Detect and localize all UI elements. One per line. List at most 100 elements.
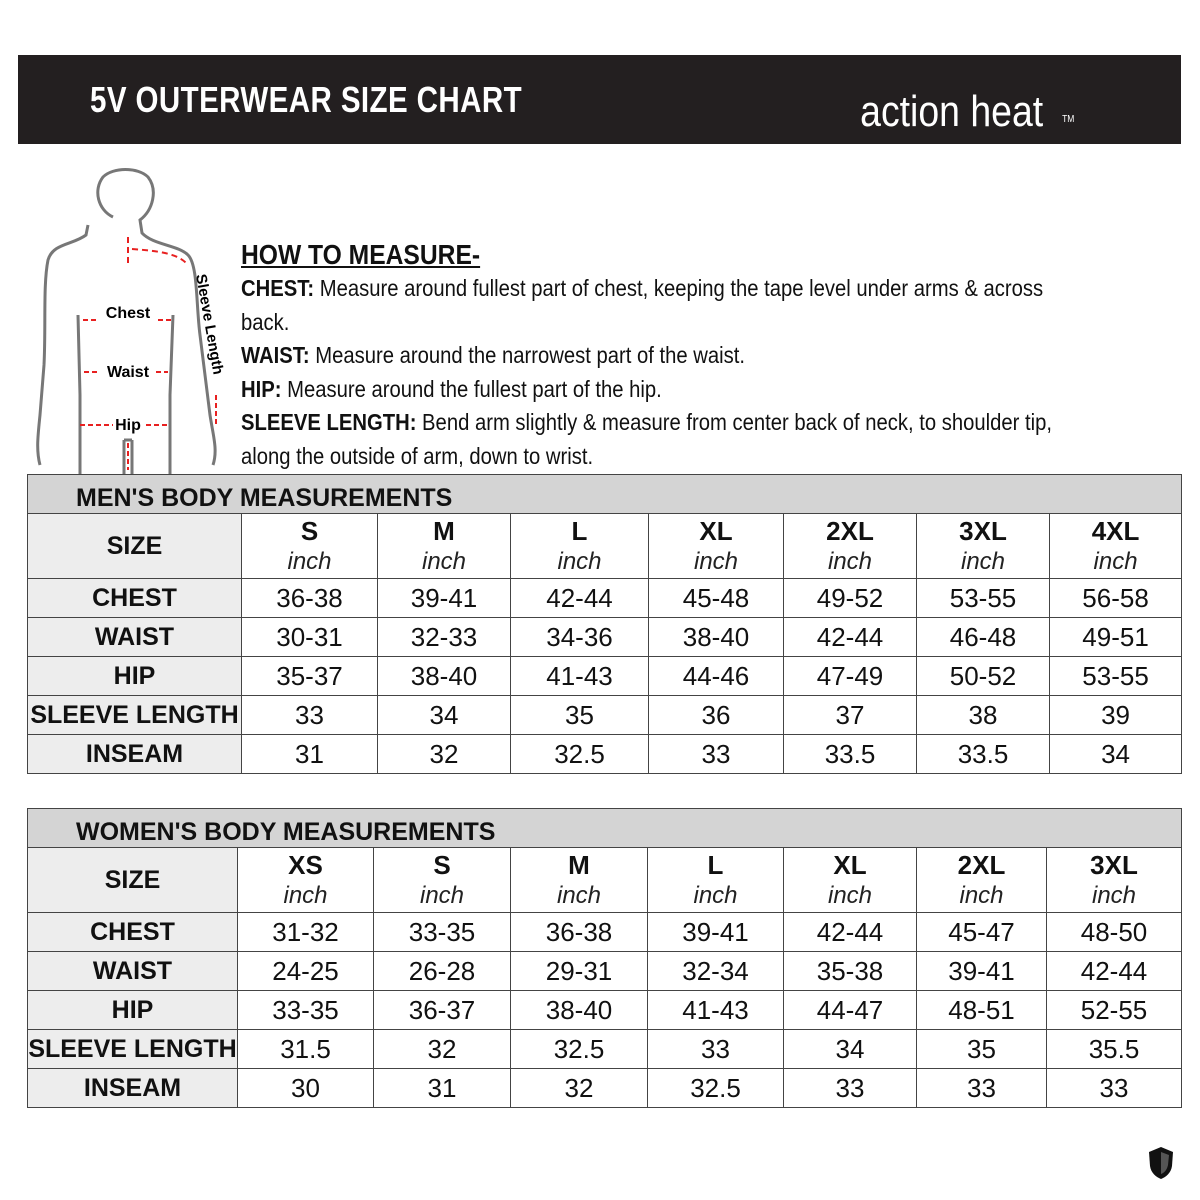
unit-label: inch	[916, 546, 1050, 579]
row-label: HIP	[27, 656, 242, 696]
shield-icon	[1149, 1147, 1173, 1179]
measurement-cell: 34	[783, 1029, 917, 1069]
measurement-cell: 35.5	[1045, 1029, 1183, 1069]
row-label: CHEST	[27, 578, 242, 618]
measurement-cell: 45-47	[916, 912, 1047, 952]
size-column-header: 2XL	[783, 513, 917, 547]
measurement-cell: 30-31	[241, 617, 378, 657]
measurement-cell: 33	[241, 695, 378, 735]
how-to-item: CHEST: Measure around fullest part of ch…	[241, 272, 1077, 339]
measurement-cell: 38-40	[510, 990, 648, 1030]
measurement-cell: 37	[783, 695, 917, 735]
row-label: WAIST	[27, 951, 238, 991]
measurement-cell: 31.5	[237, 1029, 374, 1069]
measurement-cell: 39-41	[916, 951, 1047, 991]
measurement-cell: 32	[377, 734, 511, 774]
unit-label: inch	[1045, 880, 1183, 913]
measurement-cell: 42-44	[783, 912, 917, 952]
logo-tm: TM	[1062, 114, 1075, 125]
measurement-cell: 24-25	[237, 951, 374, 991]
size-column-header: 2XL	[916, 847, 1047, 881]
measurement-cell: 36	[648, 695, 784, 735]
measurement-cell: 44-46	[648, 656, 784, 696]
measurement-cell: 30	[237, 1068, 374, 1108]
how-to-heading: HOW TO MEASURE-	[241, 239, 481, 270]
row-label: WAIST	[27, 617, 242, 657]
measurement-cell: 31-32	[237, 912, 374, 952]
measurement-cell: 33.5	[783, 734, 917, 774]
row-label: INSEAM	[27, 734, 242, 774]
measurement-cell: 33	[647, 1029, 784, 1069]
how-to-text: Measure around the fullest part of the h…	[281, 375, 662, 402]
unit-label: inch	[237, 880, 374, 913]
logo-text: action heat	[860, 87, 1044, 136]
row-label: SLEEVE LENGTH	[27, 695, 242, 735]
measurement-cell: 26-28	[373, 951, 511, 991]
brand-logo: action heat TM	[844, 67, 1076, 137]
measurement-cell: 31	[373, 1068, 511, 1108]
table-row: SLEEVE LENGTH 33 34 35 36 37 38 39	[27, 695, 1183, 735]
how-to-item: SLEEVE LENGTH: Bend arm slightly & measu…	[241, 406, 1077, 473]
size-column-header: S	[373, 847, 511, 881]
measurement-cell: 36-38	[510, 912, 648, 952]
size-header: SIZE	[27, 847, 238, 913]
measurement-cell: 49-52	[783, 578, 917, 618]
table-row: SLEEVE LENGTH 31.5 32 32.5 33 34 35 35.5	[27, 1029, 1183, 1069]
size-column-header: XS	[237, 847, 374, 881]
how-to-text: Measure around the narrowest part of the…	[309, 342, 745, 368]
measurement-cell: 53-55	[1048, 656, 1183, 696]
page-title: 5V OUTERWEAR SIZE CHART	[90, 79, 523, 120]
table-title: MEN'S BODY MEASUREMENTS	[26, 474, 1183, 514]
how-to-term: HIP:	[241, 375, 282, 402]
how-to-measure: HOW TO MEASURE- CHEST: Measure around fu…	[241, 238, 1077, 473]
measurement-cell: 33	[916, 1068, 1047, 1108]
measurement-cell: 34	[1048, 734, 1183, 774]
chest-label: Chest	[106, 305, 151, 322]
table-row: WAIST 30-31 32-33 34-36 38-40 42-44 46-48 49-51	[27, 617, 1183, 657]
measurement-cell: 32-33	[377, 617, 511, 657]
measurement-cell: 32.5	[510, 734, 649, 774]
size-column-header: L	[647, 847, 784, 881]
unit-label: inch	[377, 546, 511, 579]
measurement-cell: 41-43	[647, 990, 784, 1030]
size-column-header: XL	[783, 847, 917, 881]
size-column-header: M	[510, 847, 648, 881]
unit-label: inch	[510, 880, 648, 913]
measurement-cell: 33	[783, 1068, 917, 1108]
measurement-cell: 29-31	[510, 951, 648, 991]
table-row: WAIST 24-25 26-28 29-31 32-34 35-38 39-41 42-44	[27, 951, 1183, 991]
measurement-cell: 39	[1048, 695, 1183, 735]
measurement-cell: 36-38	[241, 578, 378, 618]
unit-label: inch	[783, 546, 917, 579]
measurement-cell: 44-47	[783, 990, 917, 1030]
unit-label: inch	[783, 880, 917, 913]
unit-label: inch	[647, 880, 784, 913]
measurement-cell: 32	[373, 1029, 511, 1069]
unit-label: inch	[1048, 546, 1183, 579]
table-row: CHEST 31-32 33-35 36-38 39-41 42-44 45-47 48-50	[27, 912, 1183, 952]
row-label: CHEST	[27, 912, 238, 952]
measurement-cell: 33	[648, 734, 784, 774]
row-label: INSEAM	[27, 1068, 238, 1108]
table-row: HIP 35-37 38-40 41-43 44-46 47-49 50-52 53-55	[27, 656, 1183, 696]
measurement-cell: 33.5	[916, 734, 1050, 774]
size-column-header: S	[241, 513, 378, 547]
table-row: INSEAM 31 32 32.5 33 33.5 33.5 34	[27, 734, 1183, 774]
womens-measurements-table: WOMEN'S BODY MEASUREMENTS SIZE XS S M L XL 2XL 3…	[26, 808, 1183, 1108]
measurement-cell: 34	[377, 695, 511, 735]
how-to-item: WAIST: Measure around the narrowest part…	[241, 339, 1077, 373]
measurement-cell: 53-55	[916, 578, 1050, 618]
measurement-cell: 35	[916, 1029, 1047, 1069]
size-header: SIZE	[27, 513, 242, 579]
how-to-text: Bend arm slightly & measure from center …	[241, 409, 1053, 469]
measurement-cell: 32	[510, 1068, 648, 1108]
table-row: CHEST 36-38 39-41 42-44 45-48 49-52 53-55 56-58	[27, 578, 1183, 618]
unit-label: inch	[916, 880, 1047, 913]
size-column-header: 3XL	[1045, 847, 1183, 881]
measurement-cell: 39-41	[377, 578, 511, 618]
measurement-cell: 33-35	[237, 990, 374, 1030]
measurement-cell: 39-41	[647, 912, 784, 952]
how-to-text: Measure around fullest part of chest, ke…	[241, 275, 1044, 335]
unit-label: inch	[241, 546, 378, 579]
measurement-cell: 45-48	[648, 578, 784, 618]
